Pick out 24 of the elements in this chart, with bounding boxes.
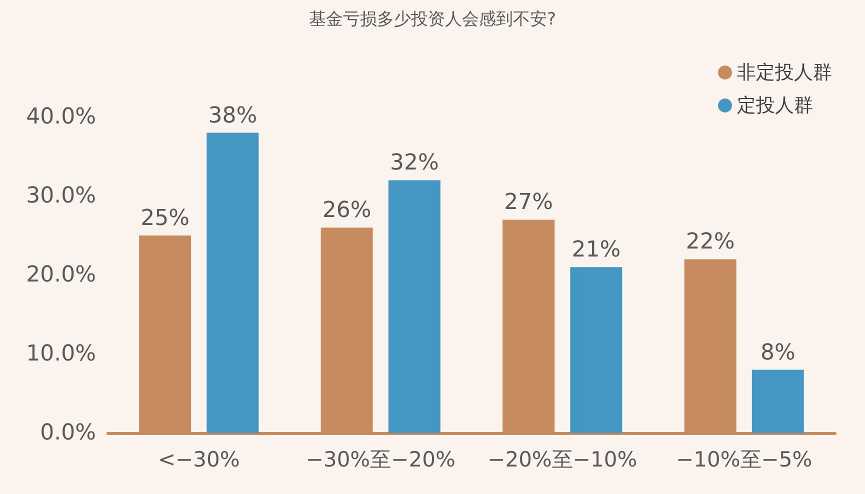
bar — [388, 180, 440, 433]
x-tick-label: −20%至−10% — [488, 448, 638, 472]
x-tick-label: −30%至−20% — [306, 448, 456, 472]
x-tick-label: <−30% — [158, 448, 240, 472]
data-label: 21% — [572, 238, 621, 263]
y-tick-label: 20.0% — [26, 262, 96, 288]
data-label: 26% — [322, 198, 372, 224]
data-label: 38% — [208, 103, 258, 128]
data-label: 25% — [140, 206, 190, 231]
data-label: 22% — [686, 230, 735, 255]
chart-title: 基金亏损多少投资人会感到不安? — [308, 10, 556, 30]
data-label: 8% — [760, 340, 796, 366]
y-tick-label: 30.0% — [26, 184, 96, 208]
data-label: 32% — [390, 150, 439, 176]
bar — [752, 370, 804, 433]
data-label: 27% — [504, 190, 554, 216]
x-tick-label: −10%至−5% — [676, 448, 812, 472]
legend-label: 非定投人群 — [737, 62, 832, 84]
legend-label: 定投人群 — [737, 94, 813, 116]
y-tick-label: 0.0% — [40, 420, 96, 446]
bar — [206, 132, 259, 433]
y-tick-label: 40.0% — [26, 104, 96, 130]
bar — [570, 267, 622, 433]
y-tick-label: 10.0% — [26, 342, 96, 366]
